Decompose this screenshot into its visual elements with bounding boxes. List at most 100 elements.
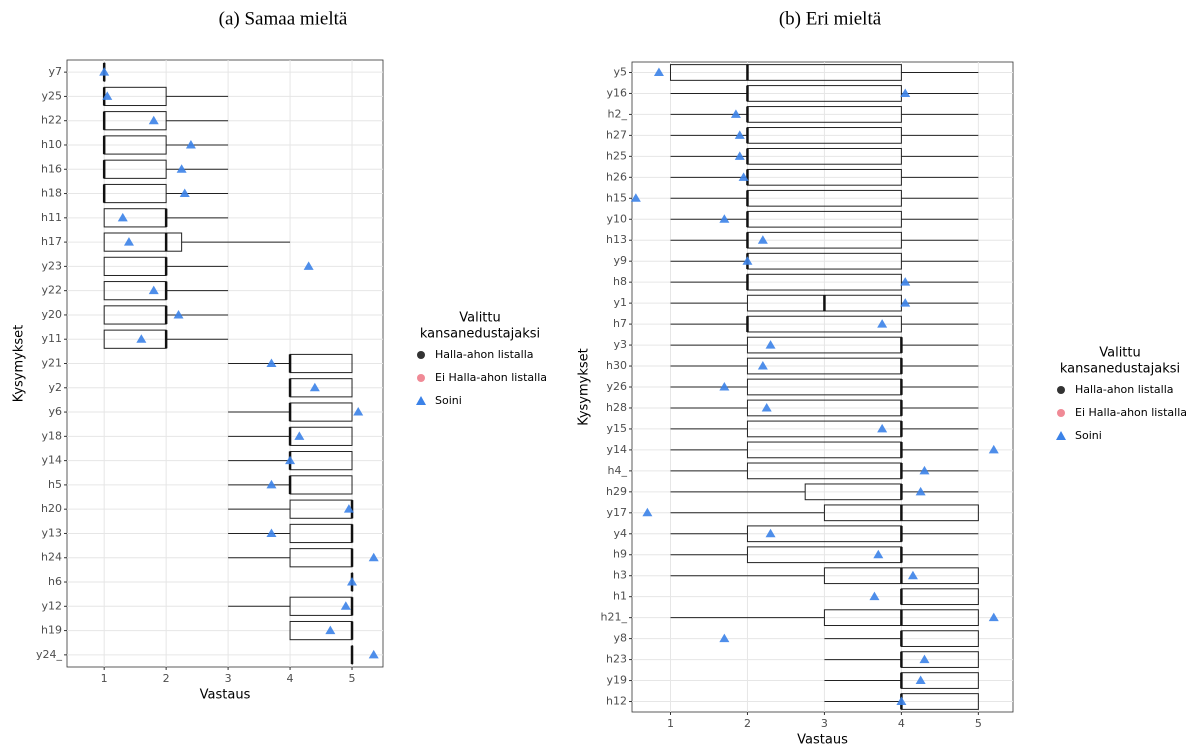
legend-title: Valittu [459,311,501,326]
soini-point [123,237,134,246]
y-tick-label: y22 [41,284,62,297]
soini-point [343,504,354,513]
x-axis-label: Vastaus [797,733,848,748]
y-tick-label: h17 [41,235,62,248]
y-tick-label: h30 [606,359,627,372]
soini-point [642,507,653,517]
soini-point [907,570,918,580]
soini-point [266,528,277,537]
y-tick-label: y5 [613,65,627,78]
soini-point [719,382,730,391]
soini-point [896,696,907,706]
soini-point [734,130,745,139]
soini-point [765,340,776,349]
y-tick-label: h24 [41,551,62,564]
y-tick-label: h1 [613,590,627,603]
soini-point [309,382,320,392]
soini-point [900,88,911,97]
soini-point [294,431,305,440]
soini-point [173,309,184,319]
soini-point [266,358,277,367]
y-tick-label: y8 [613,632,627,645]
legend-title: kansanedustajaksi [1060,362,1180,377]
soini-point [285,455,296,465]
y-tick-label: y10 [606,212,627,225]
legend-label: Halla-ahon listalla [435,348,534,361]
y-tick-label: y6 [48,405,62,418]
y-tick-label: h18 [41,187,62,200]
soini-point [869,591,880,601]
soini-point [719,633,730,643]
soini-point [738,172,749,181]
box [103,232,183,252]
soini-point [102,91,113,100]
y-tick-label: h6 [48,575,62,588]
y-tick-label: h27 [606,128,627,141]
soini-point [873,549,884,559]
soini-point [757,235,768,244]
soini-point [730,109,741,118]
legend-swatch [417,351,425,359]
chart-title: (b) Eri mieltä [779,8,882,29]
x-tick-label: 2 [163,672,170,685]
y-tick-label: y24_ [36,648,63,661]
soini-point [148,115,159,125]
soini-point [919,465,930,475]
soini-point [734,151,745,160]
soini-point [303,261,314,270]
y-tick-label: h13 [606,233,627,246]
soini-point [148,285,159,295]
y-tick-label: y9 [613,254,627,267]
x-tick-label: 1 [667,717,674,730]
y-tick-label: y19 [606,674,627,687]
y-tick-label: y25 [41,89,62,102]
soini-point [630,193,641,202]
y-tick-label: h29 [606,485,627,498]
soini-point [653,67,664,76]
soini-point [742,256,753,265]
soini-point [368,552,379,562]
y-tick-label: y14 [41,454,62,467]
y-tick-label: y2 [48,381,62,394]
soini-point [915,486,926,496]
y-tick-label: y4 [613,527,627,540]
soini-point [988,612,999,622]
y-tick-label: h5 [48,478,62,491]
y-tick-label: y20 [41,308,62,321]
soini-point [919,654,930,664]
soini-point [340,601,351,610]
legend-title: kansanedustajaksi [420,327,540,342]
y-tick-label: y16 [606,86,627,99]
y-tick-label: h9 [613,548,627,561]
y-tick-label: y17 [606,506,627,519]
y-tick-label: h25 [606,149,627,162]
soini-point [353,407,364,416]
y-tick-label: h4_ [608,464,628,477]
y-tick-label: y14 [606,443,627,456]
x-tick-label: 4 [287,672,294,685]
soini-point [765,528,776,538]
y-tick-label: y13 [41,526,62,539]
y-tick-label: h19 [41,624,62,637]
soini-point [900,298,911,307]
y-tick-label: y18 [41,429,62,442]
y-tick-label: h8 [613,275,627,288]
soini-point [757,361,768,370]
y-axis-label: Kysymykset [12,325,27,403]
y-tick-label: y21 [41,357,62,370]
y-tick-label: h15 [606,191,627,204]
legend-label: Ei Halla-ahon listalla [435,371,547,384]
x-tick-label: 5 [349,672,356,685]
x-tick-label: 2 [744,717,751,730]
y-tick-label: h7 [613,317,627,330]
y-axis-label: Kysymykset [577,348,592,426]
y-tick-label: h23 [606,653,627,666]
y-tick-label: h10 [41,138,62,151]
legend-swatch [417,374,425,382]
soini-point [347,577,358,586]
soini-point [99,67,110,76]
x-tick-label: 1 [101,672,108,685]
soini-point [900,277,911,286]
legend-swatch [1056,431,1066,440]
y-tick-label: y7 [48,65,62,78]
